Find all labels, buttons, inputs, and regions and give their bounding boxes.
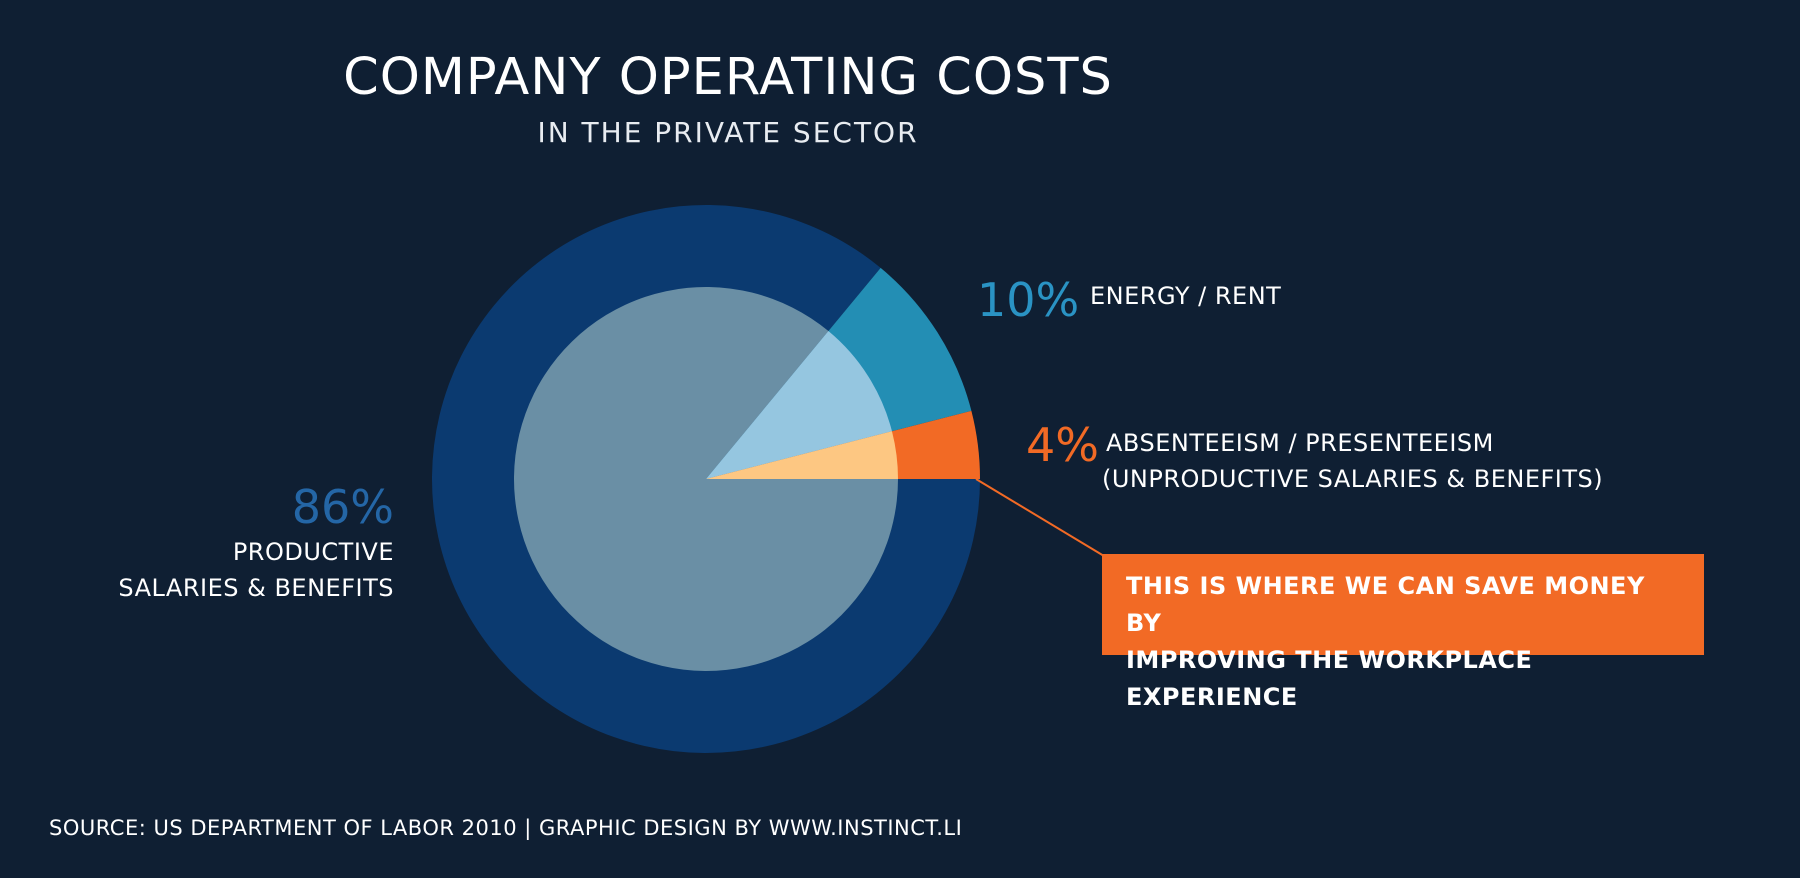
slice-label-productive-line1: PRODUCTIVE	[232, 538, 394, 566]
slice-percent-absenteeism: 4%	[1026, 418, 1099, 472]
callout-leader-line	[975, 478, 1105, 557]
pie-inner-slice-productive	[514, 286, 898, 671]
slice-label-absenteeism-line2: (UNPRODUCTIVE SALARIES & BENEFITS)	[1102, 465, 1604, 493]
slice-label-productive: PRODUCTIVE SALARIES & BENEFITS	[118, 534, 394, 606]
savings-callout-line2: IMPROVING THE WORKPLACE EXPERIENCE	[1126, 646, 1533, 711]
chart-title: COMPANY OPERATING COSTS	[343, 48, 1113, 107]
pie-inner-slice-absenteeism	[706, 431, 898, 479]
slice-percent-energy-rent: 10%	[977, 273, 1080, 327]
chart-subtitle: IN THE PRIVATE SECTOR	[537, 116, 919, 149]
slice-label-productive-line2: SALARIES & BENEFITS	[118, 574, 394, 602]
pie-inner-slice-energy-rent	[706, 331, 892, 479]
savings-callout-line1: THIS IS WHERE WE CAN SAVE MONEY BY	[1126, 572, 1645, 637]
slice-label-energy-rent-line1: ENERGY / RENT	[1090, 282, 1282, 310]
slice-percent-productive: 86%	[291, 480, 394, 534]
slice-label-energy-rent: ENERGY / RENT	[1090, 278, 1281, 314]
slice-label-absenteeism: ABSENTEEISM / PRESENTEEISM (UNPRODUCTIVE…	[1102, 425, 1603, 497]
slice-label-absenteeism-line1: ABSENTEEISM / PRESENTEEISM	[1106, 429, 1494, 457]
source-credit: SOURCE: US DEPARTMENT OF LABOR 2010 | GR…	[49, 816, 963, 840]
savings-callout-box: THIS IS WHERE WE CAN SAVE MONEY BY IMPRO…	[1102, 554, 1704, 711]
